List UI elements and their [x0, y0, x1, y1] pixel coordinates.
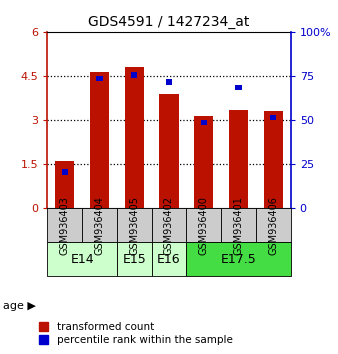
Text: GSM936400: GSM936400 — [199, 196, 209, 255]
Text: GSM936405: GSM936405 — [129, 196, 139, 255]
Bar — [82, 208, 117, 242]
Bar — [117, 208, 152, 242]
Bar — [186, 242, 291, 276]
Bar — [166, 80, 172, 85]
Bar — [186, 208, 221, 242]
Bar — [201, 120, 207, 125]
Bar — [256, 208, 291, 242]
Bar — [55, 161, 74, 208]
Bar — [90, 72, 109, 208]
Title: GDS4591 / 1427234_at: GDS4591 / 1427234_at — [88, 16, 250, 29]
Text: age ▶: age ▶ — [3, 301, 36, 311]
Text: E16: E16 — [157, 253, 181, 266]
Text: GSM936406: GSM936406 — [268, 196, 278, 255]
Bar — [229, 110, 248, 208]
Bar — [47, 242, 117, 276]
Text: GSM936404: GSM936404 — [94, 196, 104, 255]
Text: E15: E15 — [122, 253, 146, 266]
Text: GSM936403: GSM936403 — [60, 196, 70, 255]
Bar — [47, 208, 82, 242]
Text: E17.5: E17.5 — [221, 253, 257, 266]
Text: E14: E14 — [70, 253, 94, 266]
Bar — [125, 67, 144, 208]
Bar — [117, 242, 152, 276]
Bar — [270, 115, 276, 120]
Bar — [264, 111, 283, 208]
Text: GSM936402: GSM936402 — [164, 196, 174, 255]
Text: GSM936401: GSM936401 — [234, 196, 244, 255]
Legend: transformed count, percentile rank within the sample: transformed count, percentile rank withi… — [39, 322, 233, 345]
Bar — [160, 93, 178, 208]
Bar — [235, 85, 242, 90]
Bar — [194, 116, 213, 208]
Bar — [62, 170, 68, 175]
Bar — [131, 73, 137, 78]
Bar — [96, 76, 103, 81]
Bar — [152, 242, 186, 276]
Bar — [152, 208, 186, 242]
Bar — [221, 208, 256, 242]
